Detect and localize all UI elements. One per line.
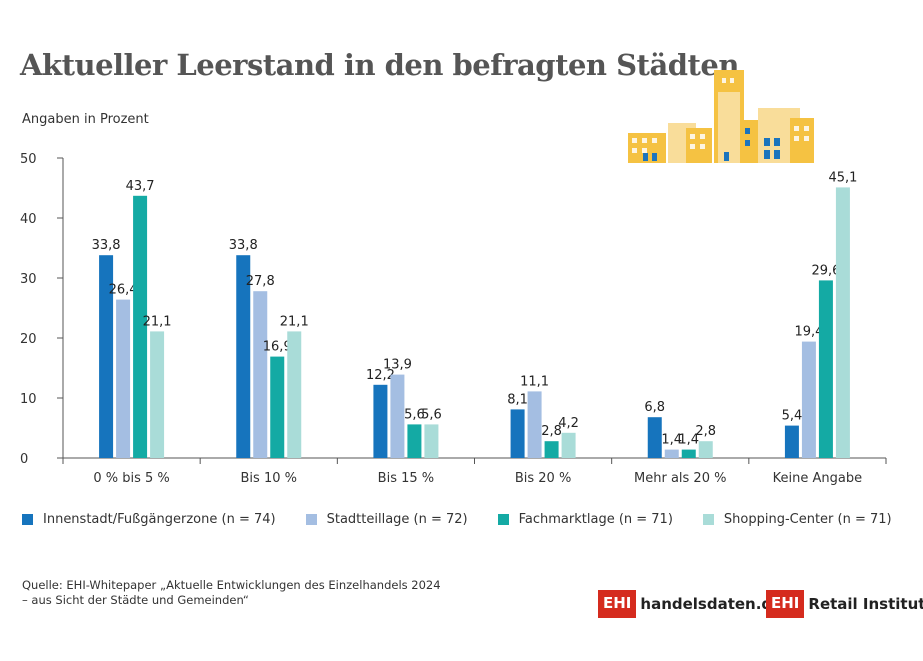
handelsdaten-text: handelsdaten.de — [640, 595, 783, 613]
source-line-2: – aus Sicht der Städte und Gemeinden“ — [22, 593, 249, 607]
legend-item: Innenstadt/Fußgängerzone (n = 74) — [22, 512, 276, 527]
chart-title: Aktueller Leerstand in den befragten Stä… — [20, 48, 739, 82]
source-note: Quelle: EHI-Whitepaper „Aktuelle Entwick… — [22, 578, 441, 608]
bar — [818, 280, 833, 458]
ehi-logo-box-2: EHI — [766, 590, 805, 618]
bar — [270, 356, 285, 458]
bar — [835, 187, 850, 458]
legend-swatch — [22, 514, 33, 525]
legend-swatch — [305, 514, 317, 525]
y-tick-label: 50 — [20, 152, 37, 167]
x-category-label: Bis 15 % — [378, 471, 434, 486]
legend-label: Innenstadt/Fußgängerzone (n = 74) — [43, 512, 276, 527]
bar — [287, 331, 302, 458]
bar-value-label: 12,2 — [366, 368, 395, 383]
bar — [527, 391, 542, 458]
y-tick-label: 20 — [20, 332, 37, 347]
legend-swatch — [497, 514, 509, 525]
bar-value-label: 21,1 — [280, 314, 309, 329]
x-category-label: Bis 10 % — [241, 471, 297, 486]
x-category-label: Mehr als 20 % — [634, 471, 726, 486]
bar-value-label: 29,6 — [811, 263, 840, 278]
retail-institute-text: Retail Institute — [808, 595, 923, 613]
bar-value-label: 45,1 — [828, 170, 857, 185]
legend-label: Fachmarktlage (n = 71) — [518, 512, 673, 527]
bar-value-label: 2,8 — [541, 424, 562, 439]
chart-subtitle: Angaben in Prozent — [22, 112, 149, 127]
y-tick-label: 40 — [20, 212, 37, 227]
bar-value-label: 5,4 — [782, 409, 803, 424]
bar — [116, 299, 131, 458]
bar — [647, 417, 662, 458]
x-category-label: Keine Angabe — [773, 471, 862, 486]
bar-value-label: 5,6 — [404, 407, 425, 422]
y-tick-label: 0 — [20, 452, 28, 467]
x-category-label: Bis 20 % — [515, 471, 571, 486]
bar — [253, 291, 268, 458]
bar — [784, 425, 799, 458]
y-tick-label: 30 — [20, 272, 37, 287]
bar — [681, 449, 696, 458]
bar — [664, 449, 679, 458]
legend-swatch — [702, 514, 714, 525]
legend-label: Shopping-Center (n = 71) — [723, 512, 892, 527]
bar — [801, 341, 816, 458]
source-line-1: Quelle: EHI-Whitepaper „Aktuelle Entwick… — [22, 578, 441, 592]
bar — [133, 195, 148, 459]
bar-value-label: 11,1 — [520, 374, 549, 389]
bar — [407, 424, 422, 458]
ehi-retail-institute-logo[interactable]: EHI Retail Institute® — [766, 590, 923, 618]
bar-chart: Angaben in Prozent 0 10 20 30 40 50 0 % bis 5 … — [20, 70, 887, 486]
bar-value-label: 6,8 — [644, 400, 665, 415]
bar-value-label: 21,1 — [143, 314, 172, 329]
bar — [544, 441, 559, 458]
ehi-logo-box: EHI — [598, 590, 637, 618]
bar — [424, 424, 439, 458]
bar — [99, 255, 114, 458]
bar — [373, 384, 388, 458]
bar — [510, 409, 525, 458]
bar-value-label: 5,6 — [421, 407, 442, 422]
bar-value-label: 2,8 — [695, 424, 716, 439]
city-buildings-icon — [628, 70, 814, 163]
bar-value-label: 19,4 — [794, 325, 823, 340]
bar-value-label: 1,4 — [661, 433, 682, 448]
bar — [698, 441, 713, 458]
bar-value-label: 8,1 — [507, 392, 528, 407]
legend-label: Stadtteillage (n = 72) — [326, 512, 468, 527]
bar-value-label: 33,8 — [229, 238, 258, 253]
bar-value-label: 1,4 — [678, 433, 699, 448]
bar — [561, 432, 576, 458]
legend-item: Fachmarktlage (n = 71) — [497, 512, 673, 527]
chart-legend: Innenstadt/Fußgängerzone (n = 74) Stadtte… — [22, 512, 922, 527]
legend-item: Shopping-Center (n = 71) — [702, 512, 892, 527]
x-category-label: 0 % bis 5 % — [93, 471, 169, 486]
bar-value-label: 27,8 — [246, 274, 275, 289]
bar — [236, 255, 251, 458]
bar — [150, 331, 165, 458]
bar-value-label: 26,4 — [109, 283, 138, 298]
legend-item: Stadtteillage (n = 72) — [305, 512, 468, 527]
bar — [390, 374, 405, 458]
bar-value-label: 16,9 — [263, 340, 292, 355]
y-tick-label: 10 — [20, 392, 37, 407]
handelsdaten-logo[interactable]: EHI handelsdaten.de — [598, 590, 782, 618]
bar-value-label: 13,9 — [383, 358, 412, 373]
bar-value-label: 43,7 — [126, 179, 155, 194]
bar-value-label: 33,8 — [92, 238, 121, 253]
bar-value-label: 4,2 — [558, 416, 579, 431]
